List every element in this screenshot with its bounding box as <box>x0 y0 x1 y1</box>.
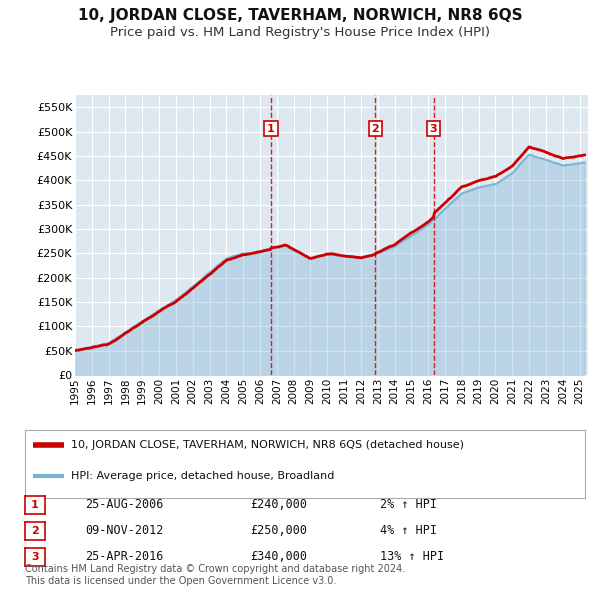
Text: Contains HM Land Registry data © Crown copyright and database right 2024.
This d: Contains HM Land Registry data © Crown c… <box>25 565 405 586</box>
Text: 13% ↑ HPI: 13% ↑ HPI <box>380 550 444 563</box>
Text: 2: 2 <box>31 526 39 536</box>
Text: 1: 1 <box>31 500 39 510</box>
Text: 25-APR-2016: 25-APR-2016 <box>85 550 163 563</box>
Text: 3: 3 <box>31 552 39 562</box>
Text: 10, JORDAN CLOSE, TAVERHAM, NORWICH, NR8 6QS: 10, JORDAN CLOSE, TAVERHAM, NORWICH, NR8… <box>77 8 523 23</box>
Text: £240,000: £240,000 <box>250 499 307 512</box>
Text: 2: 2 <box>371 123 379 133</box>
Text: 3: 3 <box>430 123 437 133</box>
Text: Price paid vs. HM Land Registry's House Price Index (HPI): Price paid vs. HM Land Registry's House … <box>110 26 490 39</box>
Text: 25-AUG-2006: 25-AUG-2006 <box>85 499 163 512</box>
Text: 10, JORDAN CLOSE, TAVERHAM, NORWICH, NR8 6QS (detached house): 10, JORDAN CLOSE, TAVERHAM, NORWICH, NR8… <box>71 440 464 450</box>
Text: 09-NOV-2012: 09-NOV-2012 <box>85 525 163 537</box>
Text: 2% ↑ HPI: 2% ↑ HPI <box>380 499 437 512</box>
Text: 1: 1 <box>267 123 275 133</box>
Text: 4% ↑ HPI: 4% ↑ HPI <box>380 525 437 537</box>
Text: £250,000: £250,000 <box>250 525 307 537</box>
Text: £340,000: £340,000 <box>250 550 307 563</box>
Text: HPI: Average price, detached house, Broadland: HPI: Average price, detached house, Broa… <box>71 471 334 481</box>
